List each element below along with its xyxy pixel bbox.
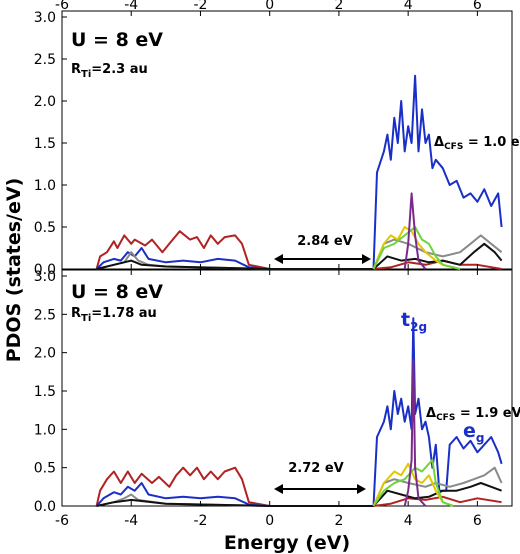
x-tick-label-bottom: 4 xyxy=(404,513,413,529)
y-tick-label: 0.0 xyxy=(34,499,56,515)
top-panel-plot xyxy=(95,74,503,270)
top-r-label: RTi=2.3 au xyxy=(71,62,148,80)
eg-label: eg xyxy=(463,420,484,445)
y-tick-label: 0.5 xyxy=(34,220,56,236)
x-tick-label-bottom: 6 xyxy=(473,513,482,529)
y-axis-title: PDOS (states/eV) xyxy=(3,178,25,363)
x-tick-label-top: 4 xyxy=(404,0,413,13)
bottom-cfs-label: ΔCFS = 1.9 eV xyxy=(426,406,520,423)
pdos-series-yellow-bottom xyxy=(372,462,454,507)
pdos-series-red-bottom xyxy=(95,466,502,507)
x-tick-label-bottom: -6 xyxy=(55,513,69,529)
y-tick-label: 0.0 xyxy=(34,262,56,278)
pdos-series-purple-bottom xyxy=(403,359,427,507)
pdos-series-black-top xyxy=(96,242,503,270)
pdos-series-yellow-top xyxy=(372,226,461,270)
y-tick-label: 1.5 xyxy=(34,384,56,400)
pdos-series-green-top xyxy=(372,226,461,270)
y-tick-label: 2.0 xyxy=(34,346,56,362)
y-tick-label: 2.0 xyxy=(34,94,56,110)
bottom-r-label: RTi=1.78 au xyxy=(71,306,157,324)
axis-ticks: -6 -6 -4 -4 -2 -2 0 0 2 2 4 4 6 6 0.0 0.5 1.0 1.5 2.0 2.5 3.… xyxy=(34,0,482,529)
top-u-label: U = 8 eV xyxy=(71,29,163,51)
y-tick-label: 3.0 xyxy=(34,269,56,285)
x-tick-label-bottom: 0 xyxy=(265,513,274,529)
x-tick-label-top: -2 xyxy=(193,0,207,13)
t2g-label: t2g xyxy=(401,309,427,334)
top-gap-label: 2.84 eV xyxy=(297,234,352,249)
x-tick-label-top: -6 xyxy=(55,0,69,13)
pdos-series-green-bottom xyxy=(372,459,454,507)
y-tick-label: 1.5 xyxy=(34,136,56,152)
x-tick-label-top: -4 xyxy=(124,0,138,13)
pdos-series-purple-top xyxy=(403,192,427,270)
x-tick-label-bottom: 2 xyxy=(334,513,343,529)
bottom-u-label: U = 8 eV xyxy=(71,281,163,303)
y-tick-label: 1.0 xyxy=(34,178,56,194)
y-tick-label: 0.5 xyxy=(34,461,56,477)
x-tick-label-top: 2 xyxy=(334,0,343,13)
x-axis-title: Energy (eV) xyxy=(224,532,350,554)
x-tick-label-bottom: -2 xyxy=(193,513,207,529)
top-gap-arrow xyxy=(274,254,371,264)
pdos-series-blue-bottom xyxy=(95,317,503,507)
pdos-series-red-top xyxy=(95,230,502,270)
bottom-gap-arrow xyxy=(274,484,366,494)
y-tick-label: 2.5 xyxy=(34,307,56,323)
x-tick-label-bottom: -4 xyxy=(124,513,138,529)
x-tick-label-top: 0 xyxy=(265,0,274,13)
bottom-panel-plot xyxy=(95,317,503,507)
pdos-series-gray-bottom xyxy=(96,466,503,507)
y-tick-label: 1.0 xyxy=(34,422,56,438)
y-tick-label: 2.5 xyxy=(34,52,56,68)
y-tick-label: 3.0 xyxy=(34,10,56,26)
pdos-series-blue-top xyxy=(95,74,503,270)
bottom-gap-label: 2.72 eV xyxy=(288,461,343,476)
pdos-series-black-bottom xyxy=(96,482,502,507)
top-cfs-label: ΔCFS = 1.0 eV xyxy=(434,135,520,152)
x-tick-label-top: 6 xyxy=(473,0,482,13)
